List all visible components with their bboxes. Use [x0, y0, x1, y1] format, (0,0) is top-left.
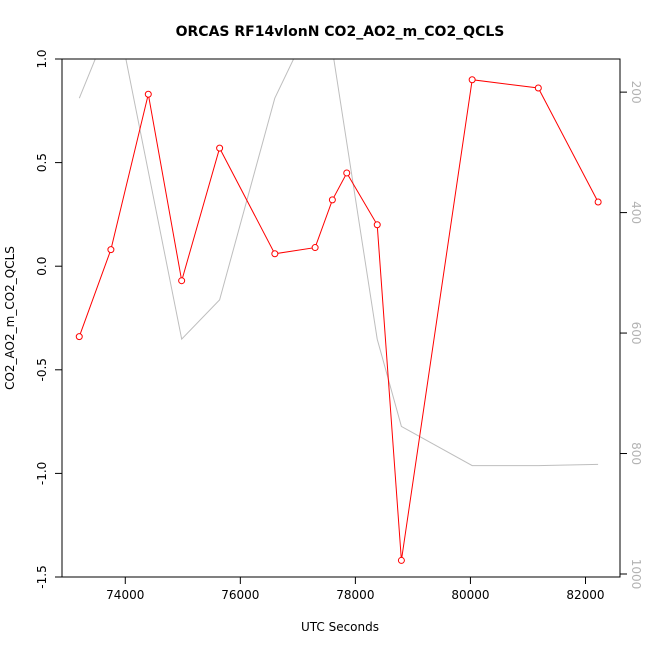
data-point — [468, 76, 476, 84]
series-line-left — [78, 79, 599, 561]
x-tick-label: 80000 — [451, 588, 489, 602]
y-tick-label: -1.0 — [35, 462, 49, 485]
y-tick-label: 0.5 — [35, 153, 49, 172]
data-point — [373, 221, 381, 229]
x-tick-label: 78000 — [336, 588, 374, 602]
y2-axis-right: 200 400 600 800 1000 — [620, 81, 643, 590]
y-tick-label: -0.5 — [35, 358, 49, 381]
data-point — [534, 84, 542, 92]
y-tick-label: 1.0 — [35, 49, 49, 68]
y-axis: -1.5 -1.0 -0.5 0.0 0.5 1.0 — [35, 49, 62, 589]
data-point — [216, 144, 224, 152]
chart-title: ORCAS RF14vlonN CO2_AO2_m_CO2_QCLS — [176, 24, 505, 40]
data-point — [594, 198, 602, 206]
data-point — [144, 90, 152, 98]
x-axis: 74000 76000 78000 80000 82000 — [106, 577, 605, 602]
y2-tick-label: 400 — [629, 201, 643, 224]
data-point — [107, 246, 115, 254]
y-tick-label: -1.5 — [35, 565, 49, 588]
y-axis-label: CO2_AO2_m_CO2_QCLS — [3, 246, 17, 390]
data-point — [178, 277, 186, 285]
x-tick-label: 74000 — [106, 588, 144, 602]
y-tick-label: 0.0 — [35, 257, 49, 276]
plot-frame — [61, 58, 621, 578]
y2-tick-label: 200 — [629, 81, 643, 104]
x-axis-label: UTC Seconds — [301, 620, 379, 634]
series-line-right — [78, 59, 599, 467]
x-tick-label: 76000 — [221, 588, 259, 602]
data-point — [271, 250, 279, 258]
series-layer — [75, 59, 602, 564]
x-tick-label: 82000 — [566, 588, 604, 602]
y2-tick-label: 1000 — [629, 559, 643, 590]
data-point — [311, 244, 319, 252]
data-point — [75, 333, 83, 341]
data-point — [343, 169, 351, 177]
y2-tick-label: 600 — [629, 322, 643, 345]
y2-tick-label: 800 — [629, 442, 643, 465]
data-point — [397, 556, 405, 564]
data-point — [328, 196, 336, 204]
